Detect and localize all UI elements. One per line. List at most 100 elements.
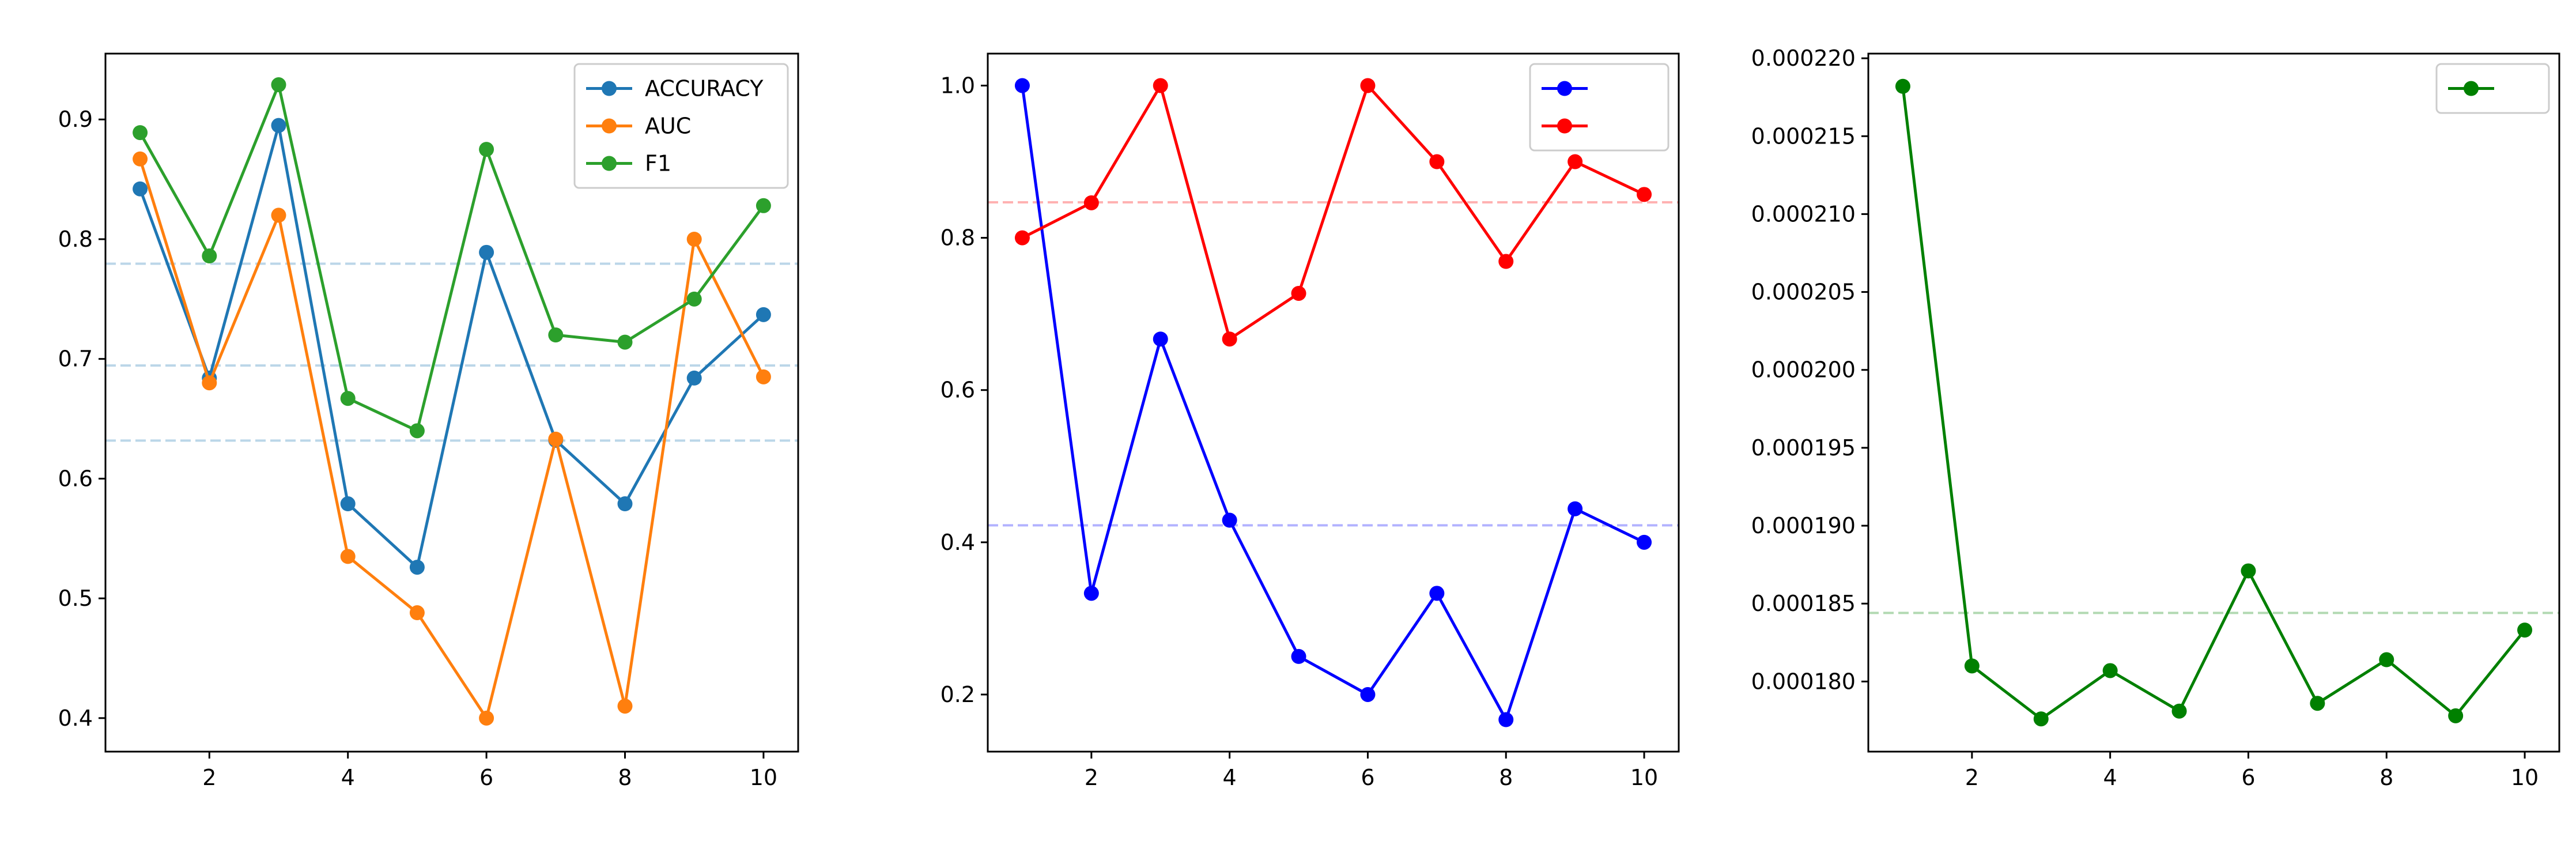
y-tick-label: 0.7 [58, 346, 93, 372]
y-tick-label: 1.0 [940, 73, 975, 98]
y-tick-label: 0.000220 [1751, 46, 1856, 71]
x-tick-label: 10 [750, 765, 777, 790]
data-point-class-0 [1014, 78, 1030, 93]
data-point-class-0 [1637, 534, 1652, 550]
data-point-loss [2241, 563, 2256, 579]
legend-marker-auc [602, 118, 617, 134]
data-point-f1 [617, 334, 633, 350]
x-tick-label: 8 [2379, 765, 2393, 790]
x-tick-label: 10 [1630, 765, 1658, 790]
data-point-f1 [271, 77, 286, 93]
x-tick-label: 6 [2241, 765, 2255, 790]
data-point-f1 [479, 142, 494, 157]
legend-box [573, 63, 789, 189]
class-rate-chart: 2 4 6 8 10 0.2 0.4 0.6 0.8 1.0 [940, 52, 1680, 790]
y-tick-label: 0.000210 [1751, 201, 1856, 227]
data-point-loss [2171, 703, 2187, 719]
data-point-accuracy [133, 181, 148, 197]
y-tick-label: 0.5 [58, 586, 93, 611]
legend-box [1529, 63, 1670, 152]
x-tick-label: 2 [1085, 765, 1098, 790]
legend [2435, 63, 2550, 114]
data-point-accuracy [271, 118, 286, 133]
data-point-loss [2102, 663, 2118, 678]
data-point-auc [479, 710, 494, 726]
plot-frame [104, 52, 799, 753]
data-point-auc [340, 549, 356, 564]
series-line-loss [1901, 86, 2526, 720]
legend-label-accuracy: ACCURACY [645, 76, 764, 101]
data-point-accuracy [409, 560, 425, 575]
data-point-class-1 [1637, 187, 1652, 202]
data-point-auc [548, 431, 564, 447]
x-tick-label: 6 [479, 765, 493, 790]
data-point-accuracy [686, 370, 702, 386]
y-tick-label: 0.4 [58, 706, 93, 731]
y-tick-label: 0.4 [940, 530, 975, 555]
y-tick-label: 0.000190 [1751, 513, 1856, 538]
data-point-f1 [756, 198, 771, 213]
plot-frame [1867, 52, 2560, 753]
data-point-accuracy [617, 496, 633, 512]
data-point-class-0 [1153, 331, 1168, 347]
loss-chart: 2 4 6 8 10 0.000180 0.000185 0.000190 0.000195 0.… [1751, 46, 2560, 790]
y-tick-label: 0.000215 [1751, 123, 1856, 149]
metrics-chart: 2 4 6 8 10 0.4 0.5 0.6 0.7 0.8 0.9 ACCURACY AUC F1 [58, 52, 799, 790]
x-tick-label: 4 [341, 765, 355, 790]
data-point-loss [2033, 711, 2049, 727]
data-point-auc [271, 208, 286, 223]
y-tick-label: 0.000185 [1751, 591, 1856, 616]
data-point-f1 [202, 248, 217, 264]
data-point-f1 [340, 391, 356, 406]
data-point-auc [756, 369, 771, 384]
x-tick-label: 8 [618, 765, 632, 790]
y-tick-label: 0.000200 [1751, 357, 1856, 383]
data-point-accuracy [479, 244, 494, 260]
data-point-class-0 [1083, 586, 1099, 601]
x-tick-label: 6 [1361, 765, 1374, 790]
data-point-auc [409, 605, 425, 621]
data-point-class-1 [1360, 78, 1376, 93]
data-point-auc [202, 375, 217, 391]
data-point-class-1 [1014, 230, 1030, 246]
data-point-auc [133, 151, 148, 167]
data-point-f1 [409, 423, 425, 439]
data-point-f1 [133, 125, 148, 141]
data-point-auc [686, 231, 702, 247]
x-tick-label: 2 [1965, 765, 1979, 790]
series-line-accuracy [138, 124, 765, 569]
legend-label-auc: AUC [645, 114, 691, 139]
y-tick-label: 0.000195 [1751, 435, 1856, 461]
data-point-accuracy [756, 307, 771, 322]
data-point-class-1 [1567, 154, 1583, 169]
data-point-class-1 [1083, 195, 1099, 210]
data-point-class-0 [1429, 586, 1445, 601]
series-line-class-0 [1021, 85, 1645, 721]
legend-marker-class-1 [1557, 118, 1572, 134]
y-tick-label: 0.6 [940, 378, 975, 403]
data-point-class-0 [1222, 512, 1237, 528]
legend: ACCURACY AUC F1 [573, 63, 789, 189]
data-point-accuracy [340, 496, 356, 512]
x-tick-label: 2 [202, 765, 216, 790]
data-point-class-1 [1429, 154, 1445, 169]
data-point-class-1 [1498, 254, 1514, 269]
series-line-auc [138, 159, 765, 720]
data-point-class-1 [1153, 78, 1168, 93]
y-tick-label: 0.8 [58, 227, 93, 252]
data-point-loss [2310, 696, 2325, 711]
x-tick-label: 8 [1499, 765, 1513, 790]
plot-frame [987, 52, 1680, 753]
data-point-f1 [686, 291, 702, 307]
legend-marker-loss [2464, 81, 2479, 96]
data-point-auc [617, 699, 633, 714]
legend-marker-accuracy [602, 81, 617, 96]
y-tick-label: 0.8 [940, 225, 975, 251]
data-point-loss [1964, 658, 1980, 674]
data-point-f1 [548, 327, 564, 343]
y-tick-label: 0.9 [58, 107, 93, 132]
series-line-f1 [138, 83, 765, 432]
y-tick-label: 0.000180 [1751, 669, 1856, 694]
